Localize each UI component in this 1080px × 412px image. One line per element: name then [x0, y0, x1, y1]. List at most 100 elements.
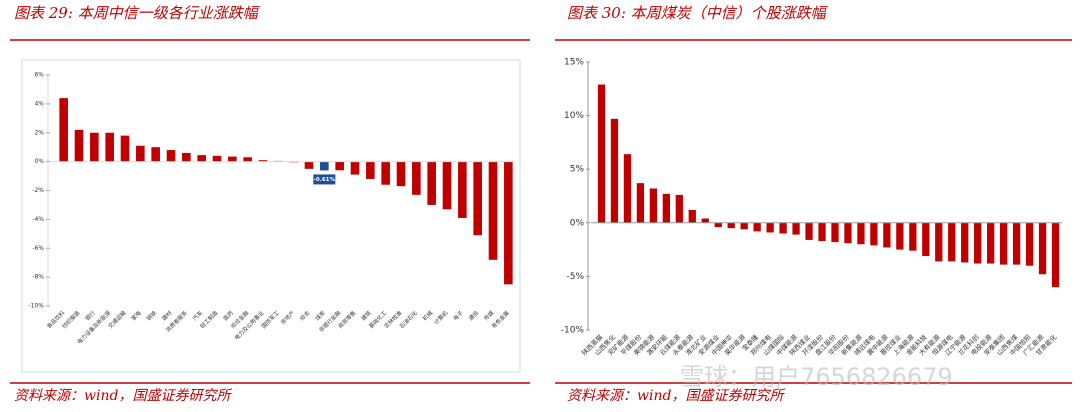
y-tick-label: -5% [566, 272, 584, 282]
bar [136, 145, 145, 162]
bar [304, 161, 314, 169]
bar [350, 161, 360, 175]
bar [909, 222, 917, 251]
bar [831, 222, 839, 243]
bar [662, 193, 670, 223]
bar [701, 218, 709, 223]
y-tick-label: -10% [561, 326, 585, 336]
bar [688, 209, 696, 223]
bar [935, 222, 943, 262]
source: 资料来源：wind，国盛证券研究所 [14, 388, 232, 404]
y-tick-label: -4% [32, 216, 44, 223]
bar [818, 222, 826, 242]
bar [381, 161, 390, 185]
bar [779, 222, 787, 234]
x-tick-label: 钢铁 [145, 308, 159, 322]
y-tick-label: 2% [34, 129, 44, 136]
bar [623, 154, 632, 223]
bar [844, 222, 852, 244]
x-tick-label: 石油石化 [398, 308, 420, 330]
bar [473, 161, 482, 236]
bar [597, 84, 606, 223]
bar [727, 222, 735, 229]
value-label-bg [313, 174, 336, 185]
bar [488, 161, 498, 260]
x-tick-label: 通信 [467, 308, 481, 322]
bar [396, 161, 406, 187]
bar [504, 161, 513, 285]
y-tick-label: 0% [570, 218, 585, 228]
x-tick-label: 汽车 [191, 308, 205, 322]
x-tick-label: 银行 [83, 308, 97, 322]
bar [974, 222, 982, 264]
bar [1051, 222, 1060, 288]
x-tick-label: 电子 [451, 308, 465, 322]
y-tick-label: 15% [564, 58, 584, 68]
bar [90, 132, 99, 162]
bar [883, 222, 891, 248]
x-tick-label: 交通运输 [106, 308, 128, 330]
watermark: 雪球：用户7656826679 [680, 363, 953, 391]
bar [766, 222, 774, 233]
bar [105, 132, 114, 162]
y-tick-label: 10% [564, 111, 584, 121]
source: 资料来源：wind，国盛证券研究所 [567, 388, 785, 404]
bar [458, 161, 467, 218]
chart-title: 图表 30: 本周煤炭（中信）个股涨跌幅 [567, 4, 829, 22]
bar [120, 135, 130, 162]
bar [649, 188, 658, 223]
bar [258, 160, 268, 162]
bar [610, 118, 619, 223]
bar [320, 161, 329, 171]
bar [228, 156, 237, 162]
bar [636, 183, 645, 223]
bar [59, 98, 68, 162]
bar [212, 155, 222, 162]
x-tick-label: 综合 [298, 308, 312, 322]
y-tick-label: -6% [32, 245, 44, 252]
bar [948, 222, 956, 262]
x-tick-label: 纺织服装 [60, 308, 82, 330]
bar [427, 161, 436, 205]
bar [1012, 222, 1021, 265]
x-tick-label: 国防军工 [260, 308, 282, 330]
bar [740, 222, 748, 230]
bar [1038, 222, 1047, 275]
y-tick-label: 4% [34, 100, 44, 107]
x-tick-label: 计算机 [432, 308, 450, 326]
y-tick-label: 0% [34, 158, 44, 165]
bar [197, 155, 206, 162]
bar [74, 129, 84, 162]
bar [714, 222, 722, 228]
bar [805, 222, 813, 240]
y-tick-label: 6% [34, 72, 44, 79]
x-tick-label: 传媒 [482, 308, 496, 322]
bar [182, 152, 191, 162]
bar [870, 222, 878, 246]
x-tick-label: 煤炭 [313, 308, 327, 322]
value-label: -0.61% [314, 177, 336, 183]
bar [857, 222, 865, 245]
y-tick-label: 5% [570, 165, 585, 175]
bar [961, 222, 969, 263]
x-tick-label: 医药 [221, 308, 235, 322]
y-tick-label: -10% [28, 303, 44, 310]
x-tick-label: 建筑 [359, 308, 373, 322]
bar [335, 161, 344, 171]
bar [792, 222, 800, 235]
chart-title: 图表 29: 本周中信一级各行业涨跌幅 [14, 4, 261, 22]
bar [999, 222, 1008, 265]
x-tick-label: 家电 [129, 308, 143, 322]
bar [366, 161, 375, 179]
bar [987, 222, 995, 264]
bar [753, 222, 761, 232]
bar [922, 222, 930, 257]
bar [1025, 222, 1034, 266]
y-tick-label: -2% [32, 187, 44, 194]
bar [675, 194, 683, 223]
chart-frame [21, 59, 521, 373]
x-tick-label: 轻工制造 [198, 308, 220, 330]
bar [442, 161, 452, 210]
bar [412, 161, 421, 195]
